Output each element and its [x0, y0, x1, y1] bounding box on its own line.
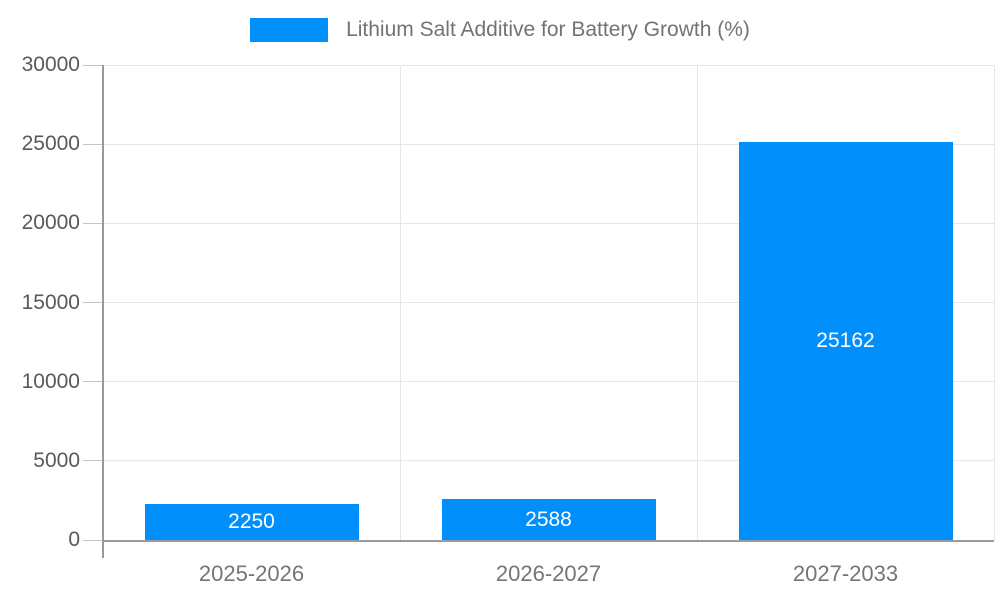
bar[interactable]: 2250 — [144, 504, 359, 540]
bar-value-label: 2250 — [228, 510, 275, 534]
y-gridline — [103, 381, 994, 383]
bar[interactable]: 25162 — [738, 141, 953, 540]
y-gridline — [103, 222, 994, 224]
y-tick-label: 20000 — [21, 211, 80, 235]
y-tick-mark — [83, 381, 103, 383]
y-tick-mark — [83, 64, 103, 66]
y-tick-mark — [83, 460, 103, 462]
y-tick-label: 0 — [68, 528, 80, 551]
y-gridline — [103, 460, 994, 462]
y-tick-mark — [83, 539, 103, 541]
y-tick-mark — [83, 222, 103, 224]
bar[interactable]: 2588 — [441, 499, 656, 540]
x-tick-label: 2027-2033 — [792, 561, 899, 586]
legend-label: Lithium Salt Additive for Battery Growth… — [346, 18, 750, 41]
y-tick-mark — [83, 143, 103, 145]
x-gridline — [399, 65, 401, 540]
chart-legend[interactable]: Lithium Salt Additive for Battery Growth… — [0, 14, 1000, 46]
y-gridline — [103, 143, 994, 145]
y-axis-line — [102, 65, 104, 558]
y-gridline — [103, 64, 994, 66]
y-gridline — [103, 302, 994, 303]
y-tick-label: 30000 — [21, 53, 80, 76]
bar-value-label: 2588 — [525, 507, 572, 531]
x-axis-line — [103, 540, 994, 542]
y-tick-label: 5000 — [33, 448, 80, 472]
y-tick-label: 15000 — [21, 290, 80, 314]
y-tick-label: 10000 — [21, 369, 80, 393]
x-gridline — [993, 65, 995, 540]
bar-value-label: 25162 — [816, 328, 875, 352]
x-tick-label: 2026-2027 — [495, 561, 602, 586]
legend-swatch — [250, 18, 329, 42]
y-tick-label: 25000 — [21, 132, 80, 156]
x-gridline — [696, 65, 698, 540]
x-tick-label: 2025-2026 — [198, 561, 305, 586]
y-tick-mark — [83, 302, 103, 303]
